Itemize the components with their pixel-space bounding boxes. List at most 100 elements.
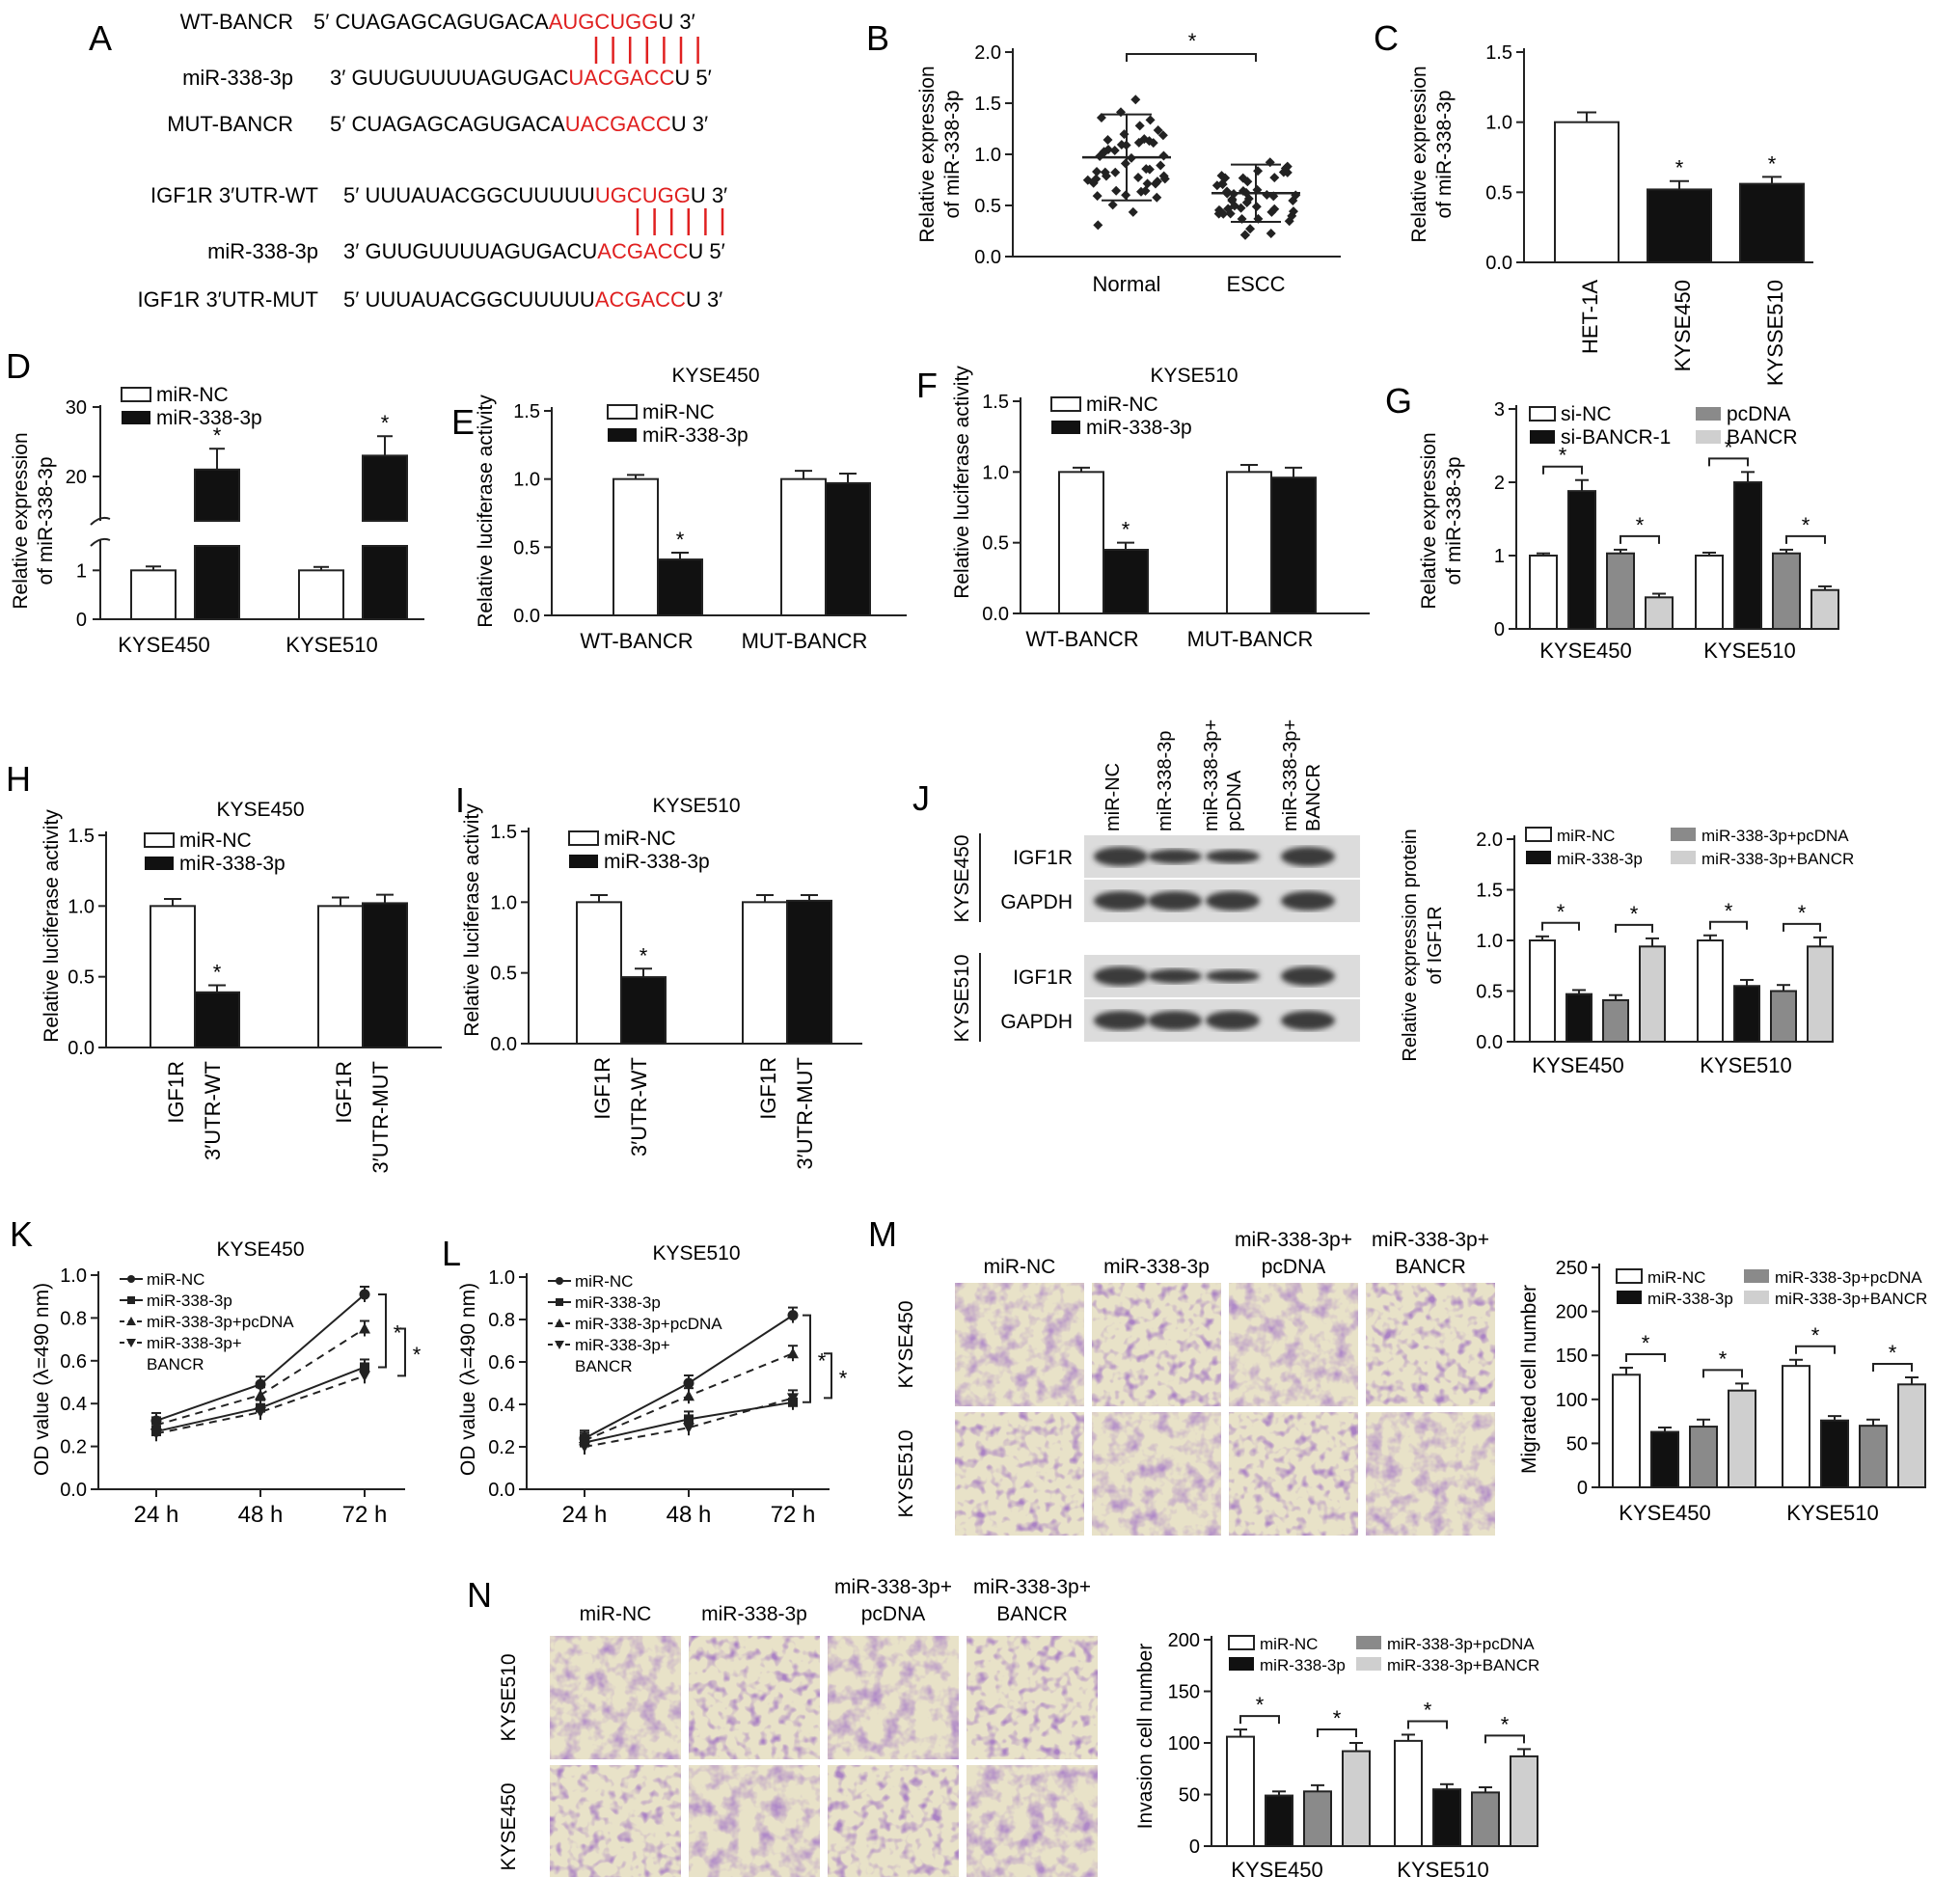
micrograph-stain [689,1636,820,1759]
significance-bracket [1795,1345,1836,1354]
panel-letter-a: A [89,18,112,58]
panel-m-micrographs: miR-NC miR-338-3p miR-338-3p+ pcDNA miR-338-… [895,1229,1495,1536]
chart-title: KYSE450 [671,365,759,387]
sequence-part: U 3′ [658,10,694,34]
band-label: GAPDH [1000,891,1073,913]
x-category-label: KYSE510 [1700,1053,1791,1077]
legend-swatch [1051,421,1080,434]
data-point [255,1407,266,1419]
legend-label: pcDNA [1727,403,1791,425]
y-tick-label: 1.0 [974,145,1001,166]
y-axis-label: Relative luciferase activity [41,809,63,1043]
y-tick-label: 20 [66,467,87,488]
significance-star: * [818,1349,827,1374]
bar [298,569,344,620]
panel-f-bar-chart: 0.0 0.5 1.0 1.5 * WT-BANCR MUT-BANCR KYSE510 Rel… [951,365,1370,651]
legend-swatch [1617,1291,1642,1304]
y-tick-label: 1.5 [513,401,540,422]
data-point [683,1377,694,1389]
data-point [1284,216,1294,227]
data-point [1092,167,1102,177]
significance-bracket [824,1352,832,1400]
chart-title: KYSE510 [652,795,740,817]
micrograph-column-label: pcDNA [1262,1256,1326,1278]
data-point [1102,134,1113,145]
legend-marker [127,1296,135,1304]
y-axis-label: of miR-338-3p [35,456,57,585]
blot-band [1281,891,1335,911]
blot-band [1094,847,1148,866]
micrograph-row-label: KYSE510 [498,1653,520,1741]
significance-star: * [1675,156,1684,180]
bar [1733,481,1762,630]
x-category-label: KYSE450 [1539,639,1631,663]
sequence-part: 5′ UUUAUACGGCUUUUU [343,183,595,207]
data-point [1140,185,1151,196]
micrograph-column-label: miR-338-3p+ [1235,1229,1352,1251]
bar [1650,1430,1679,1488]
x-category-label: IGF1R [332,1061,356,1124]
significance-bracket [397,1327,406,1377]
legend-swatch [122,411,150,424]
micrograph-column-label: miR-338-3p+ [973,1576,1091,1598]
significance-star: * [1424,1698,1432,1722]
micrograph-column-label: miR-338-3p [701,1603,807,1625]
data-point [359,1371,370,1382]
y-tick-label: 1.5 [1476,881,1503,902]
blot-band [1148,849,1202,864]
legend-marker [555,1341,564,1349]
significance-star: * [1802,513,1810,537]
bar [1782,1365,1810,1489]
data-point [1130,95,1141,105]
micrograph-column-label: pcDNA [861,1603,926,1625]
significance-star: * [1798,901,1807,925]
x-category-label: KYSE450 [1231,1858,1322,1877]
legend-label: miR-338-3p+pcDNA [1775,1268,1922,1287]
data-point [1266,206,1277,217]
micrograph-column-label: BANCR [1395,1256,1466,1278]
y-tick-label: 1.0 [68,896,95,917]
sequence-part: U 5′ [688,239,724,263]
bar [1554,121,1620,263]
panel-k-line-chart: 0.0 0.2 0.4 0.6 0.8 1.0 24 h 48 h 72 h * * KYSE450 O… [31,1238,422,1528]
sequence-part: U 3′ [671,112,708,136]
sequence-text: 5′ UUUAUACGGCUUUUUUGCUGGU 3′ [343,183,727,207]
data-point [255,1389,266,1401]
y-tick-label: 0.5 [513,537,540,558]
panel-letter-d: D [6,346,31,386]
sequence-label: WT-BANCR [180,10,293,34]
significance-bracket [1620,534,1660,544]
bar [1529,555,1558,630]
x-tick-label: 48 h [667,1502,712,1528]
data-point [787,1310,799,1321]
y-tick-label: 1.0 [60,1265,87,1287]
bar [1510,1755,1538,1848]
data-point [1288,206,1298,217]
series-line [584,1397,794,1448]
legend-label: miR-338-3p+pcDNA [147,1313,294,1331]
y-tick-label: 150 [1556,1346,1588,1367]
panel-j-bar-chart: 0.0 0.5 1.0 1.5 2.0 * * KYSE450 * * KYSE510 Relativ… [1400,827,1854,1077]
data-point [1218,208,1229,219]
data-point [1141,164,1152,175]
significance-star: * [1333,1706,1342,1730]
y-tick-label: 0.2 [60,1437,87,1458]
significance-bracket [1239,1715,1280,1725]
micrograph-row-label: KYSE450 [895,1300,917,1388]
x-category-label: KYSSE510 [1763,280,1787,386]
y-tick-label: 0.8 [488,1310,515,1331]
legend-label: miR-338-3p [1260,1656,1346,1674]
legend-marker [556,1277,563,1285]
legend-swatch [1744,1291,1769,1304]
legend-swatch [1228,1635,1255,1650]
legend-label: miR-338-3p [156,407,262,429]
sequence-part: 3′ GUUGUUUUAGUGACU [343,239,597,263]
legend-swatch [607,404,638,420]
y-tick-label: 0.0 [60,1480,87,1501]
y-tick-label: 0 [76,610,87,631]
sequence-text: 5′ UUUAUACGGCUUUUUACGACCU 3′ [343,287,722,312]
bar [1689,1426,1718,1489]
micrograph-stain [1366,1283,1495,1406]
y-tick-label: 1.0 [490,892,517,913]
y-tick-label: 0.4 [488,1395,515,1416]
